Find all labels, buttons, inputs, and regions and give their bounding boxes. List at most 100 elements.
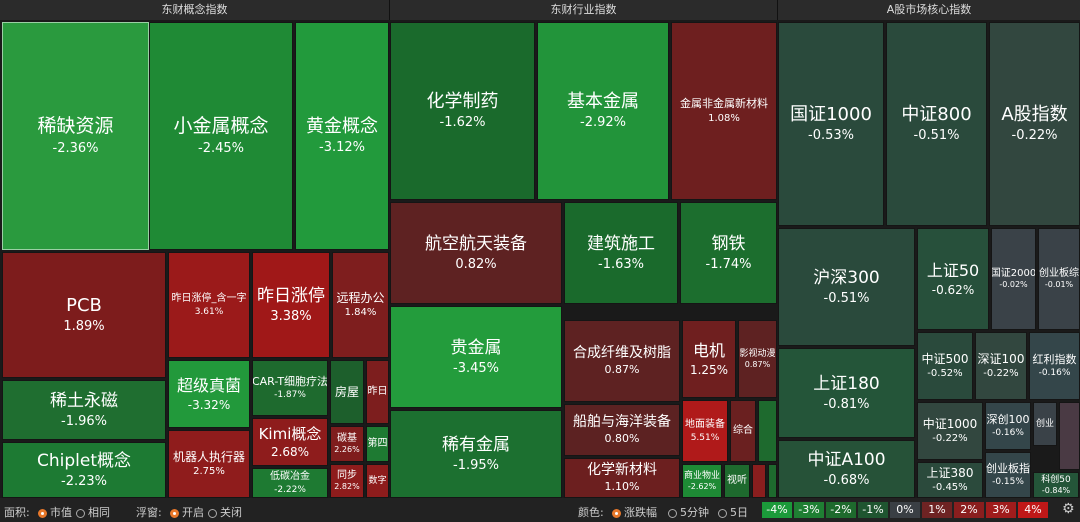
tile[interactable]: 地面装备 5.51% <box>682 400 728 462</box>
tile-change: -0.53% <box>808 128 854 144</box>
tile-label: 贵金属 <box>450 337 502 358</box>
radio-option[interactable]: 5日 <box>718 504 748 520</box>
tile[interactable]: A股指数 -0.22% <box>989 22 1080 226</box>
radio-option[interactable]: 5分钟 <box>668 504 709 520</box>
tile[interactable]: 超级真菌 -3.32% <box>168 360 250 428</box>
tile[interactable]: 第四 <box>366 426 389 462</box>
tile[interactable]: 房屋 <box>330 360 364 424</box>
tile[interactable]: 化学制药 -1.62% <box>390 22 535 200</box>
tile[interactable]: 数字 <box>366 464 389 498</box>
tile[interactable]: 中证500 -0.52% <box>917 332 973 400</box>
tile[interactable]: 合成纤维及树脂 0.87% <box>564 320 680 402</box>
tile-change: -0.52% <box>927 368 963 380</box>
tile[interactable]: 航空航天装备 0.82% <box>390 202 562 304</box>
tile[interactable]: 上证50 -0.62% <box>917 228 989 330</box>
tile[interactable]: 昨日涨停 3.38% <box>252 252 330 358</box>
tile-label: 昨日涨停 <box>257 285 325 306</box>
tile[interactable]: 电机 1.25% <box>682 320 736 398</box>
tile[interactable]: 昨日涨停_含一字 3.61% <box>168 252 250 358</box>
tile[interactable]: Kimi概念 2.68% <box>252 418 328 466</box>
tile-change: -0.68% <box>823 472 870 488</box>
tile[interactable] <box>752 464 766 498</box>
tile[interactable]: 深证100 -0.22% <box>975 332 1027 400</box>
radio-option[interactable]: 涨跌幅 <box>612 504 657 520</box>
tile[interactable]: 低碳冶金 -2.22% <box>252 468 328 498</box>
tile[interactable]: 创业 <box>1033 402 1057 446</box>
toolbar-label: 浮窗: <box>136 506 162 519</box>
settings-icon[interactable]: ⚙ <box>1062 501 1075 517</box>
tile-change: -3.12% <box>319 140 365 156</box>
tile-label: 超级真菌 <box>176 376 241 396</box>
tile[interactable]: 国证1000 -0.53% <box>778 22 884 226</box>
tile-change: -1.96% <box>61 413 107 429</box>
tile-label: 机器人执行器 <box>172 450 245 465</box>
tile[interactable]: 创业板指 -0.15% <box>985 452 1031 498</box>
tile[interactable]: 金属非金属新材料 1.08% <box>671 22 777 200</box>
tile[interactable]: 商业物业 -2.62% <box>682 464 722 498</box>
tile[interactable]: 化学新材料 1.10% <box>564 458 680 498</box>
tile[interactable]: PCB 1.89% <box>2 252 166 378</box>
radio[interactable] <box>208 509 217 518</box>
tile[interactable]: 小金属概念 -2.45% <box>149 22 293 250</box>
tile[interactable] <box>768 464 777 498</box>
tile[interactable]: 创业板综 -0.01% <box>1038 228 1080 330</box>
tile[interactable]: 远程办公 1.84% <box>332 252 389 358</box>
tile[interactable]: 稀有金属 -1.95% <box>390 410 562 498</box>
tile[interactable]: CAR-T细胞疗法 -1.87% <box>252 360 328 416</box>
tile[interactable]: 钢铁 -1.74% <box>680 202 777 304</box>
tile-label: 黄金概念 <box>306 116 378 138</box>
legend-swatch: 0% <box>890 502 920 518</box>
tile[interactable]: 视听 <box>724 464 750 498</box>
tile-label: 稀有金属 <box>442 434 510 455</box>
tile[interactable]: 影视动漫 0.87% <box>738 320 777 398</box>
tile-label: 第四 <box>367 438 388 450</box>
tile-label: 科创50 <box>1041 474 1071 485</box>
tile[interactable]: 碳基 2.26% <box>330 426 364 462</box>
radio[interactable] <box>668 509 677 518</box>
tile-label: 房屋 <box>334 384 359 399</box>
tile[interactable]: 稀缺资源 -2.36% <box>2 22 149 250</box>
tile[interactable]: 中证A100 -0.68% <box>778 440 915 498</box>
radio-option[interactable]: 关闭 <box>208 504 242 520</box>
tile[interactable]: 上证380 -0.45% <box>917 462 983 498</box>
radio[interactable] <box>612 509 621 518</box>
tile[interactable]: 沪深300 -0.51% <box>778 228 915 346</box>
tile[interactable] <box>758 400 777 462</box>
tile-change: -2.36% <box>52 141 99 157</box>
tile[interactable]: 科创50 -0.84% <box>1033 472 1079 498</box>
tile[interactable]: 昨日 <box>366 360 389 424</box>
tile-label: 航空航天装备 <box>425 233 527 254</box>
tile-change: -1.87% <box>274 390 306 401</box>
tile-change: 3.38% <box>270 308 312 324</box>
tile[interactable]: 同步 2.82% <box>330 464 364 498</box>
tile[interactable]: 中证800 -0.51% <box>886 22 987 226</box>
tile[interactable]: 黄金概念 -3.12% <box>295 22 389 250</box>
tile[interactable]: 贵金属 -3.45% <box>390 306 562 408</box>
tile-change: -2.62% <box>687 481 717 491</box>
tile[interactable]: 中证1000 -0.22% <box>917 402 983 460</box>
tile[interactable]: 船舶与海洋装备 0.80% <box>564 404 680 456</box>
radio[interactable] <box>170 509 179 518</box>
tile[interactable]: 基本金属 -2.92% <box>537 22 669 200</box>
tile[interactable]: 深创100 -0.16% <box>985 402 1031 450</box>
tile[interactable]: 综合 <box>730 400 756 462</box>
tile[interactable]: 建筑施工 -1.63% <box>564 202 678 304</box>
tile-change: 0.87% <box>744 359 771 369</box>
radio[interactable] <box>718 509 727 518</box>
tile[interactable]: 红利指数 -0.16% <box>1029 332 1080 400</box>
radio-option[interactable]: 相同 <box>76 504 110 520</box>
radio[interactable] <box>76 509 85 518</box>
tile[interactable]: 上证180 -0.81% <box>778 348 915 438</box>
tile-change: 2.68% <box>270 445 310 460</box>
tile[interactable]: 稀土永磁 -1.96% <box>2 380 166 440</box>
tile[interactable]: Chiplet概念 -2.23% <box>2 442 166 498</box>
radio-option[interactable]: 市值 <box>38 504 72 520</box>
tile-label: CAR-T细胞疗法 <box>252 374 328 388</box>
radio-option[interactable]: 开启 <box>170 504 204 520</box>
tile-label: Chiplet概念 <box>36 450 131 471</box>
radio[interactable] <box>38 509 47 518</box>
tile[interactable] <box>1059 402 1080 470</box>
tile[interactable]: 国证2000 -0.02% <box>991 228 1036 330</box>
tile[interactable]: 机器人执行器 2.75% <box>168 430 250 498</box>
tile-change: 1.08% <box>708 112 740 124</box>
